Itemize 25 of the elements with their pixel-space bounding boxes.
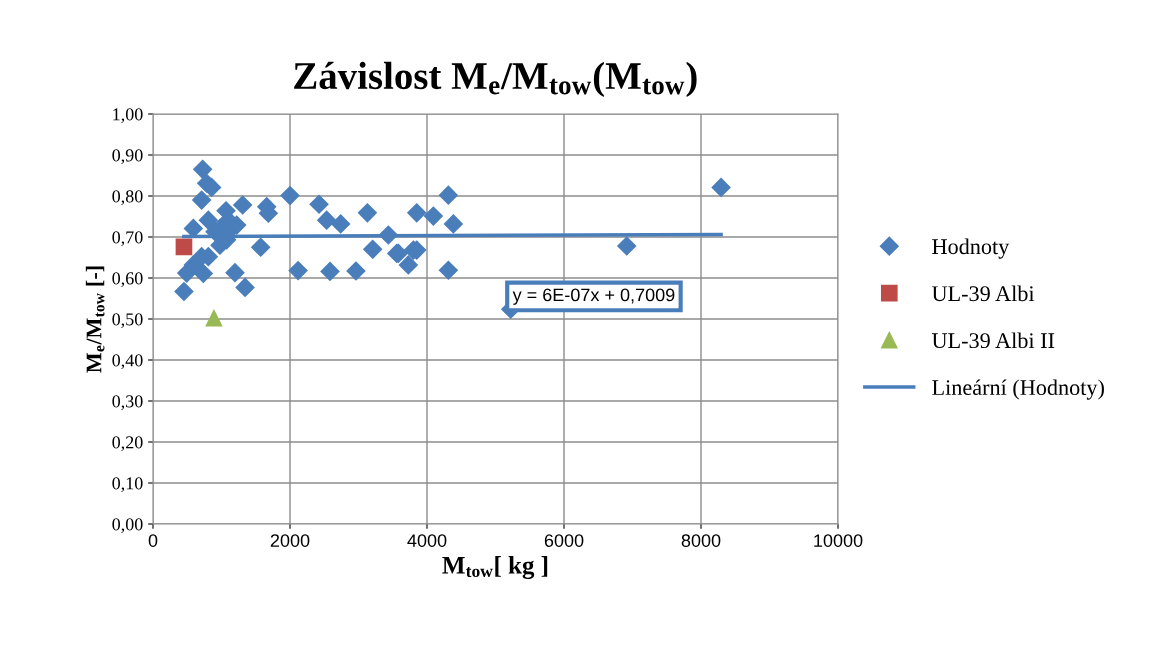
y-tick-label: 0,00 xyxy=(112,518,143,534)
legend-label: UL-39 Albi xyxy=(931,285,1035,302)
y-tick-label: 0,60 xyxy=(112,272,143,288)
annotation: y = 6E-07x + 0,7009 xyxy=(512,288,675,305)
x-tick-label: 2000 xyxy=(270,534,310,547)
chart-title: Závislost M$_{e}$/M$_{tow}$(M$_{tow}$) xyxy=(294,61,697,98)
x-tick-label: 8000 xyxy=(681,534,721,547)
y-tick-label: 0,40 xyxy=(112,354,143,370)
legend-label: Lineární (Hodnoty) xyxy=(932,379,1104,400)
legend-label: UL-39 Albi II xyxy=(931,332,1055,349)
y-tick-label: 0,30 xyxy=(112,395,143,411)
legend-label: Hodnoty xyxy=(932,238,1010,259)
y-tick-label: 1,00 xyxy=(113,108,143,124)
x-tick-label: 0 xyxy=(148,534,158,547)
y-tick-label: 0,50 xyxy=(112,313,143,329)
x-tick-label: 10000 xyxy=(814,534,863,547)
y-tick-label: 0,10 xyxy=(112,477,143,493)
y-tick-label: 0,90 xyxy=(112,149,143,165)
y-tick-label: 0,70 xyxy=(112,231,143,247)
y-axis-title: M$_{e}$/M$_{tow}$ [-] xyxy=(85,266,105,373)
y-tick-label: 0,20 xyxy=(112,436,143,452)
y-tick-label: 0,80 xyxy=(112,190,143,206)
x-axis-title: M$_{tow}$[ kg ] xyxy=(442,556,548,579)
x-tick-label: 6000 xyxy=(544,534,584,547)
x-tick-label: 4000 xyxy=(407,534,447,547)
